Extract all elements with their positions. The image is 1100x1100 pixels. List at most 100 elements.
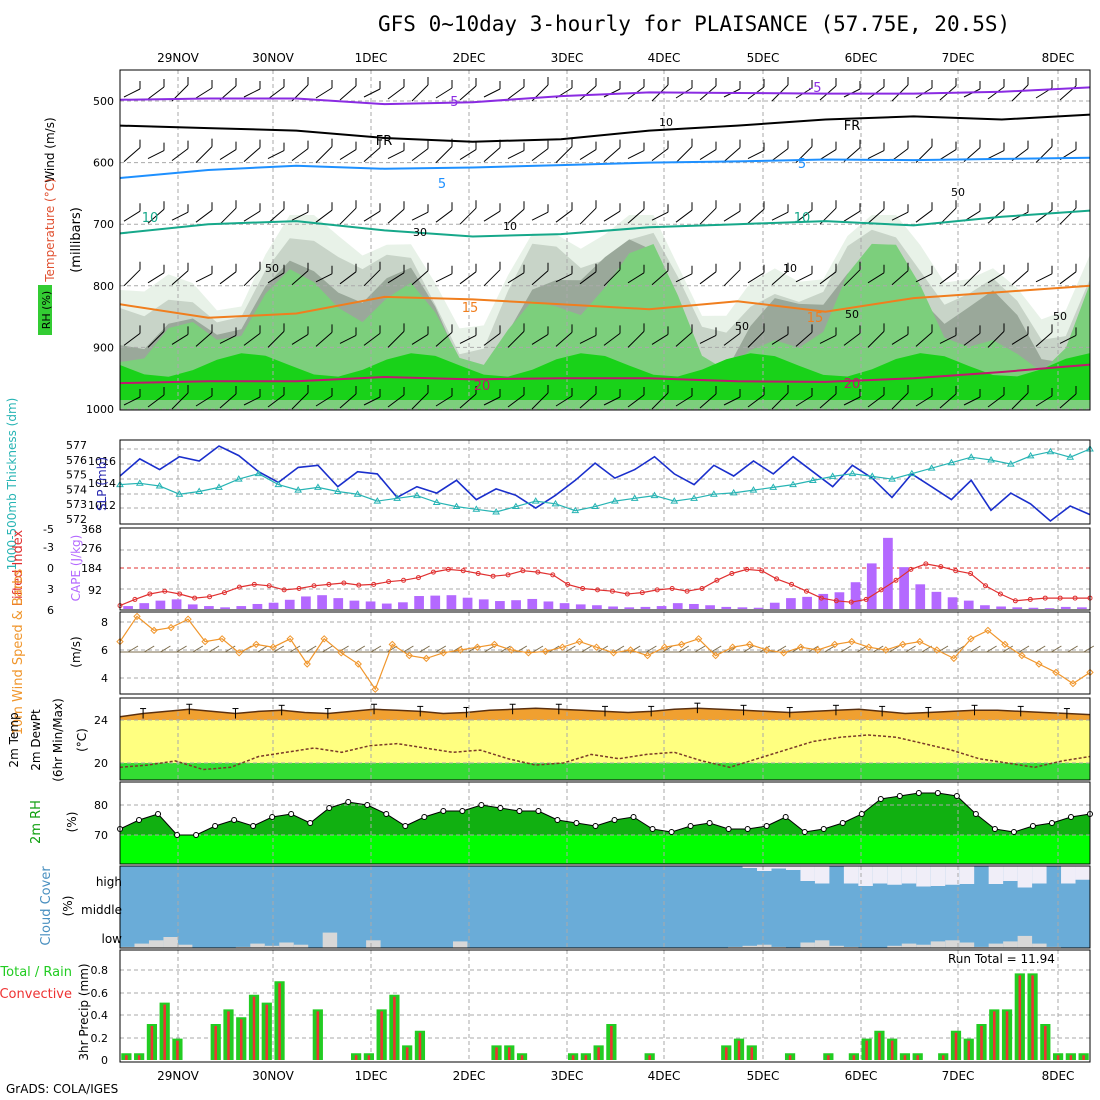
rh2m-point	[782, 814, 789, 820]
wind-speed-point	[541, 647, 550, 656]
wind-barb	[867, 331, 885, 348]
li-point	[251, 581, 257, 587]
wind-barb	[195, 273, 213, 283]
cape-bar	[155, 600, 166, 609]
wind-speed-point	[439, 649, 448, 657]
wind-barb	[435, 395, 453, 407]
cloud-high-cell	[916, 866, 931, 887]
surface-wind-barb	[1083, 645, 1095, 653]
precip-conv-bar	[571, 1055, 575, 1060]
thickness-tick: 574	[66, 483, 87, 496]
surface-wind-barb	[127, 645, 139, 653]
wind-barb	[459, 149, 477, 161]
precip-conv-label: Convective	[0, 987, 72, 1002]
cape-bar	[1012, 607, 1023, 609]
wind-barb	[579, 149, 597, 161]
precip-conv-bar	[367, 1055, 371, 1060]
wind-barb	[987, 86, 1005, 100]
rh2m-point	[421, 814, 428, 820]
thickness-point	[492, 508, 501, 515]
li-point	[371, 581, 377, 587]
wind-barb	[243, 396, 261, 406]
wind-barb	[219, 334, 237, 344]
thickness-point	[591, 502, 599, 510]
date-label-bottom: 30NOV	[252, 1069, 294, 1083]
wind-barb	[363, 396, 381, 406]
cape-bar	[769, 602, 780, 609]
wind-barb	[747, 208, 765, 224]
wind-barb	[123, 269, 141, 287]
thickness-point	[630, 494, 639, 501]
li-point	[833, 598, 839, 604]
rh2m-line	[119, 792, 1091, 836]
wind-barb	[147, 86, 165, 100]
wind-barb	[435, 87, 453, 99]
precip-conv-bar	[724, 1047, 728, 1060]
wind-barb	[579, 85, 597, 101]
cape-axis-label: CAPE (J/kg)	[69, 535, 83, 602]
cape-tick: 184	[81, 562, 102, 575]
isotherm-label: FR	[844, 119, 861, 134]
li-point	[1027, 596, 1033, 602]
wind10m-axis-label: 10m Wind Speed & Barbs	[11, 569, 26, 736]
wind-barb	[123, 88, 141, 98]
cape-bar	[559, 603, 570, 609]
wind-barb	[147, 150, 165, 160]
surface-wind-barb	[970, 645, 981, 653]
rh2m-point	[535, 808, 542, 814]
cape-bar	[301, 596, 311, 609]
wind-barb	[891, 333, 909, 345]
wind-barb	[267, 272, 285, 284]
precip-tick: 0.8	[91, 964, 109, 977]
cape-bar	[963, 600, 974, 609]
precip-conv-bar	[176, 1040, 179, 1060]
wind-barb	[987, 272, 1005, 284]
date-label-top: 30NOV	[252, 51, 294, 65]
surface-wind-barb	[273, 645, 285, 653]
thickness-point	[452, 502, 461, 510]
wind-barb	[483, 88, 501, 98]
thickness-point	[531, 497, 540, 504]
rh-contour-label: 30	[413, 226, 427, 239]
li-line	[119, 563, 1090, 607]
wind-barb	[963, 269, 981, 287]
precip-frame	[119, 949, 1091, 1063]
cape-bar	[1060, 606, 1071, 609]
precip-conv-bar	[890, 1040, 894, 1060]
thickness-point	[472, 505, 481, 512]
isotherm-label: -5	[809, 81, 822, 96]
precip-conv-bar	[1044, 1026, 1047, 1060]
li-point	[669, 586, 675, 591]
wind-barb	[171, 148, 189, 162]
cape-bar	[495, 601, 505, 609]
wind-barb	[1059, 271, 1077, 285]
cloud-low-cell	[366, 940, 381, 948]
rh2m-point	[706, 820, 713, 826]
surface-wind-barb	[1002, 645, 1014, 653]
rh2m-point	[497, 805, 504, 811]
wind-barb	[363, 332, 381, 346]
rh2m-point	[592, 823, 599, 829]
li-axis-label: Lifted Index	[11, 529, 26, 606]
surface-wind-barb	[565, 645, 576, 653]
chart-title: GFS 0~10day 3-hourly for PLAISANCE (57.7…	[378, 12, 1011, 36]
li-point	[609, 588, 615, 594]
wind-barb	[1035, 209, 1053, 223]
rh2m-point	[288, 811, 295, 817]
precip-conv-bar	[316, 1011, 320, 1060]
wind-barb	[867, 150, 885, 160]
precip-conv-bar	[941, 1055, 945, 1060]
thickness-point	[907, 469, 916, 477]
cape-bar	[931, 591, 942, 609]
cape-bar	[850, 582, 861, 609]
wind-barb	[819, 334, 837, 344]
rh2m-point	[516, 808, 523, 814]
wind-barb	[459, 207, 477, 225]
thickness-point	[314, 483, 322, 490]
wind-speed-point	[320, 635, 328, 643]
isotherm-label: 20	[844, 377, 861, 392]
rh2m-tick: 70	[94, 829, 108, 842]
wind-barb	[939, 149, 957, 161]
wind-speed-point	[150, 626, 158, 635]
li-point	[983, 583, 989, 589]
